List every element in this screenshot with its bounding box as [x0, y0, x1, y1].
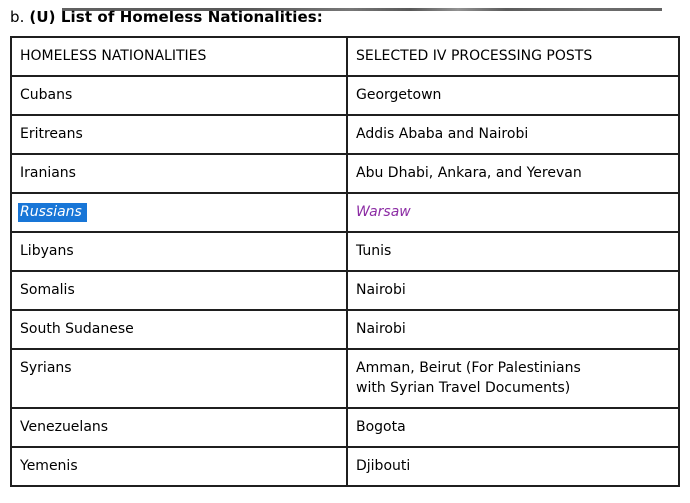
heading-main: (U) List of Homeless Nationalities: — [29, 8, 323, 26]
posts-text: Djibouti — [356, 458, 411, 474]
nationality-text: Cubans — [20, 87, 73, 103]
nationality-text: Eritreans — [20, 126, 83, 142]
selected-text[interactable]: Russians — [18, 203, 87, 222]
posts-text: Nairobi — [356, 282, 406, 298]
posts-text: Bogota — [356, 419, 406, 435]
heading-prefix: b. — [10, 8, 25, 26]
posts-cell: Warsaw — [346, 192, 680, 233]
homeless-nationalities-table: HOMELESS NATIONALITIES SELECTED IV PROCE… — [10, 36, 680, 487]
nationality-text: Syrians — [20, 360, 72, 376]
table-row: Somalis Nairobi — [10, 270, 680, 311]
nationality-text: Iranians — [20, 165, 76, 181]
posts-cell: Addis Ababa and Nairobi — [346, 114, 680, 155]
posts-text: Addis Ababa and Nairobi — [356, 126, 529, 142]
nationality-cell: Iranians — [10, 153, 348, 194]
nationality-cell: Russians — [10, 192, 348, 233]
table-row: Cubans Georgetown — [10, 75, 680, 116]
table-row: Eritreans Addis Ababa and Nairobi — [10, 114, 680, 155]
cropped-text-artifact — [62, 8, 662, 11]
nationality-text: Venezuelans — [20, 419, 109, 435]
posts-text: Amman, Beirut (For Palestinians with Syr… — [356, 360, 581, 396]
column-header-nationalities: HOMELESS NATIONALITIES — [10, 36, 348, 77]
posts-cell: Tunis — [346, 231, 680, 272]
nationality-text: Yemenis — [20, 458, 78, 474]
posts-cell: Nairobi — [346, 270, 680, 311]
posts-cell: Abu Dhabi, Ankara, and Yerevan — [346, 153, 680, 194]
nationality-cell: Libyans — [10, 231, 348, 272]
nationality-cell: Eritreans — [10, 114, 348, 155]
table-row: Iranians Abu Dhabi, Ankara, and Yerevan — [10, 153, 680, 194]
nationality-cell: Syrians — [10, 348, 348, 409]
table-row: Libyans Tunis — [10, 231, 680, 272]
nationality-cell: Cubans — [10, 75, 348, 116]
nationality-cell: Venezuelans — [10, 407, 348, 448]
nationality-text: Somalis — [20, 282, 75, 298]
table-row: Russians Warsaw — [10, 192, 680, 233]
posts-cell: Djibouti — [346, 446, 680, 487]
table-row: Yemenis Djibouti — [10, 446, 680, 487]
table-row: Venezuelans Bogota — [10, 407, 680, 448]
posts-text: Warsaw — [356, 204, 411, 220]
nationality-cell: Yemenis — [10, 446, 348, 487]
table-row: South Sudanese Nairobi — [10, 309, 680, 350]
posts-cell: Georgetown — [346, 75, 680, 116]
posts-text: Abu Dhabi, Ankara, and Yerevan — [356, 165, 582, 181]
column-header-posts: SELECTED IV PROCESSING POSTS — [346, 36, 680, 77]
table-row: Syrians Amman, Beirut (For Palestinians w… — [10, 348, 680, 409]
page-title: b. (U) List of Homeless Nationalities: — [10, 8, 690, 26]
posts-text: Nairobi — [356, 321, 406, 337]
posts-cell: Bogota — [346, 407, 680, 448]
table-body: Cubans Georgetown Eritreans Addis Ababa and… — [10, 75, 680, 487]
nationality-text: South Sudanese — [20, 321, 134, 337]
posts-cell: Amman, Beirut (For Palestinians with Syr… — [346, 348, 680, 409]
posts-text: Georgetown — [356, 87, 442, 103]
posts-cell: Nairobi — [346, 309, 680, 350]
nationality-cell: South Sudanese — [10, 309, 348, 350]
posts-text: Tunis — [356, 243, 392, 259]
nationality-text: Libyans — [20, 243, 74, 259]
table-header-row: HOMELESS NATIONALITIES SELECTED IV PROCE… — [10, 36, 680, 77]
nationality-cell: Somalis — [10, 270, 348, 311]
